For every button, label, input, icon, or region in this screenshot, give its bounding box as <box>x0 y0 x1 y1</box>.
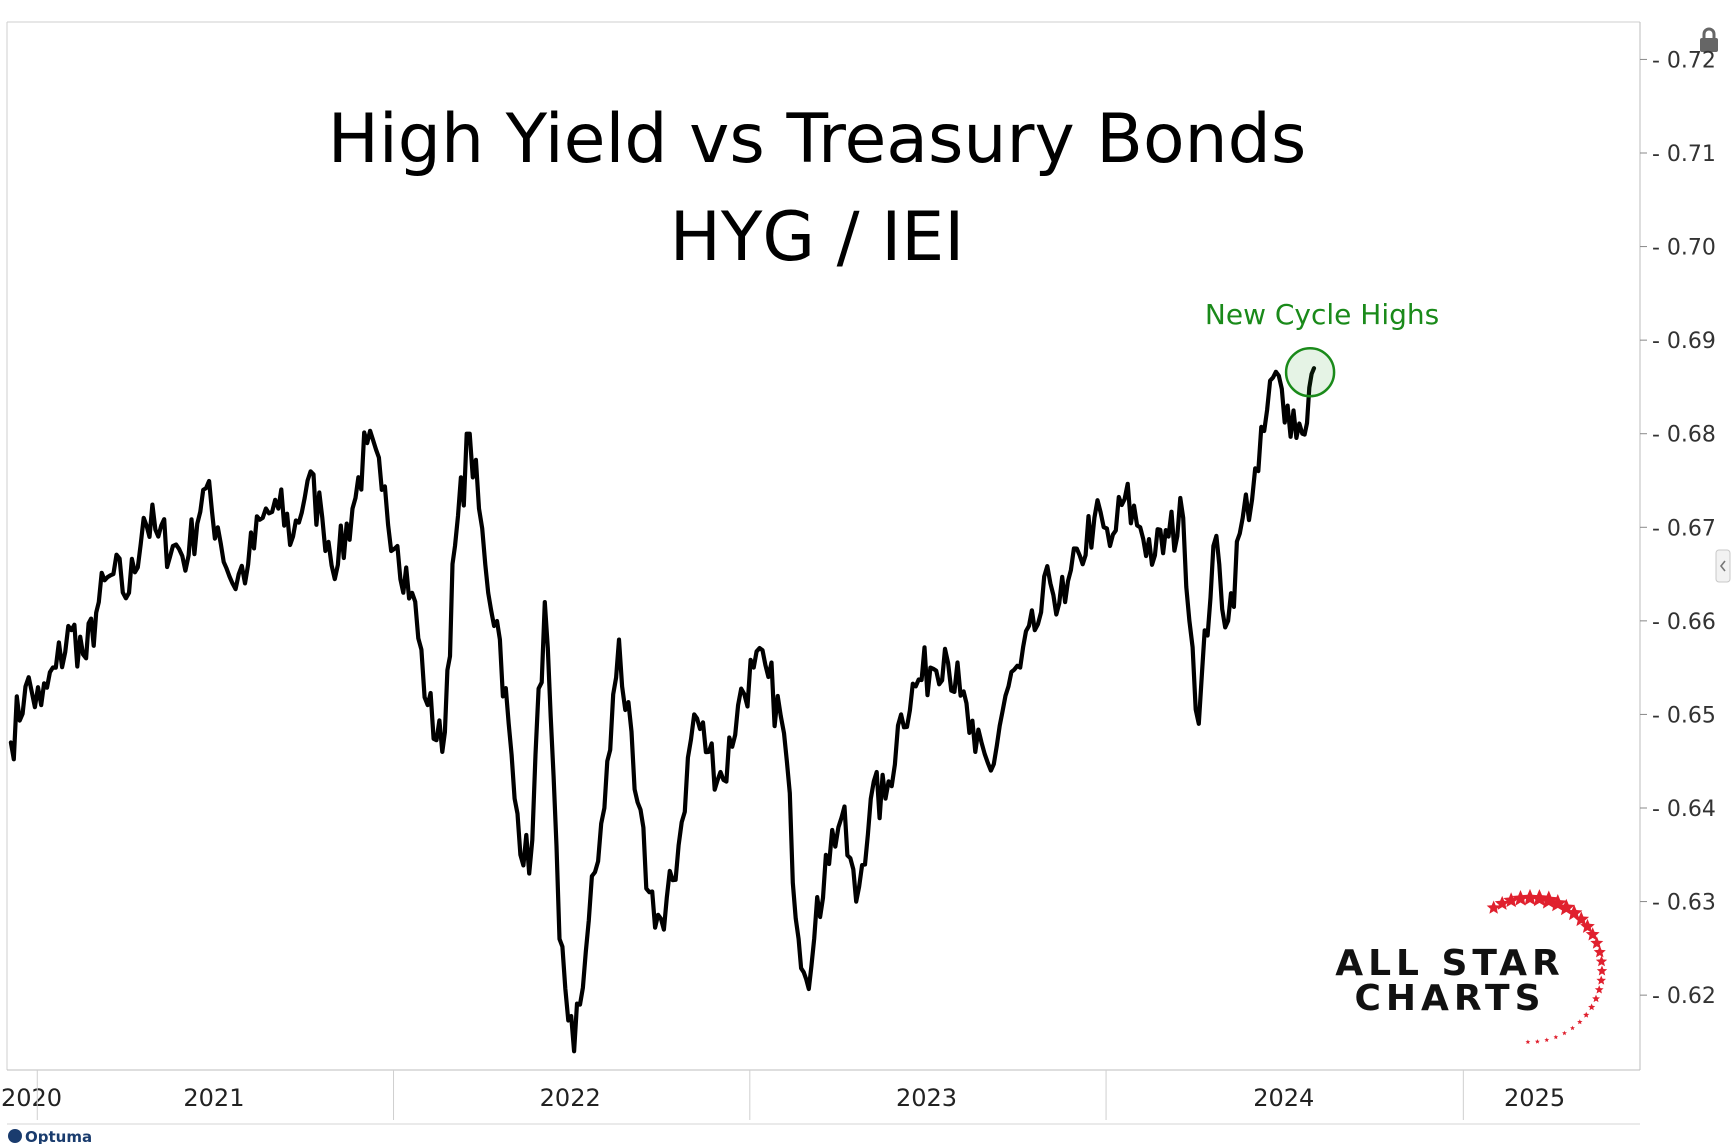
logo-star <box>1583 1011 1590 1018</box>
logo-star <box>1503 892 1519 908</box>
optuma-logo: Optuma <box>8 1128 92 1144</box>
y-tick-label: - 0.68 <box>1652 423 1716 448</box>
logo-star <box>1512 890 1529 906</box>
logo-star <box>1544 1037 1550 1042</box>
y-axis-ticks: - 0.62 - 0.63 - 0.64 - 0.65 - 0.66 - 0.67 - 0.… <box>1640 48 1716 1009</box>
x-tick-label: 2020 <box>1 1084 62 1112</box>
x-tick-label: 2021 <box>183 1084 244 1112</box>
logo-star <box>1596 965 1608 976</box>
logo-line-1: ALL STAR <box>1335 943 1565 984</box>
y-tick-label: - 0.67 <box>1652 516 1716 541</box>
logo-star <box>1577 1019 1583 1025</box>
logo-star <box>1590 936 1604 949</box>
logo-star <box>1570 1025 1575 1031</box>
y-tick-label: - 0.72 <box>1652 48 1716 73</box>
y-tick-label: - 0.65 <box>1652 703 1716 728</box>
chart-title: High Yield vs Treasury Bonds <box>328 100 1307 179</box>
y-tick-label: - 0.62 <box>1652 984 1716 1009</box>
y-tick-label: - 0.69 <box>1652 329 1716 354</box>
logo-star <box>1596 975 1606 985</box>
logo-star <box>1573 911 1590 927</box>
logo-star <box>1539 890 1559 909</box>
x-tick-label: 2025 <box>1504 1084 1565 1112</box>
logo-line-2: CHARTS <box>1355 978 1546 1019</box>
logo-star <box>1565 904 1583 921</box>
logo-star <box>1562 1030 1567 1036</box>
y-tick-label: - 0.71 <box>1652 142 1716 167</box>
chart-subtitle: HYG / IEI <box>670 198 965 277</box>
x-tick-label: 2023 <box>896 1084 957 1112</box>
logo-star <box>1521 888 1539 906</box>
new-high-marker <box>1284 346 1336 398</box>
all-star-charts-logo: ALL STAR CHARTS <box>1335 888 1608 1044</box>
lock-icon[interactable] <box>1700 27 1718 52</box>
logo-star <box>1553 1034 1559 1040</box>
logo-star <box>1580 918 1595 933</box>
series-line-hyg-iei <box>8 366 1317 1054</box>
y-tick-label: - 0.70 <box>1652 236 1716 261</box>
y-tick-label: - 0.66 <box>1652 610 1716 635</box>
logo-star <box>1594 985 1604 994</box>
logo-star <box>1494 895 1510 910</box>
logo-star <box>1486 900 1501 914</box>
x-tick-label: 2022 <box>540 1084 601 1112</box>
y-tick-label: - 0.63 <box>1652 891 1716 916</box>
optuma-mark-icon <box>8 1129 22 1143</box>
annotation-label: New Cycle Highs <box>1205 298 1439 331</box>
logo-star <box>1588 1003 1596 1011</box>
collapse-handle[interactable] <box>1715 549 1731 583</box>
logo-star <box>1525 1039 1531 1044</box>
logo-star <box>1595 955 1608 967</box>
y-tick-label: - 0.64 <box>1652 797 1716 822</box>
logo-star <box>1585 927 1600 941</box>
vendor-label: Optuma <box>25 1128 92 1144</box>
x-tick-label: 2024 <box>1253 1084 1314 1112</box>
star-ring-icon <box>1486 888 1608 1044</box>
logo-star <box>1530 889 1549 907</box>
logo-star <box>1535 1039 1540 1044</box>
x-axis-ticks: 2020 2021 2022 2023 2024 2025 <box>1 1070 1565 1120</box>
chevron-left-icon <box>1719 560 1726 572</box>
logo-star <box>1592 994 1600 1003</box>
logo-star <box>1593 945 1606 958</box>
